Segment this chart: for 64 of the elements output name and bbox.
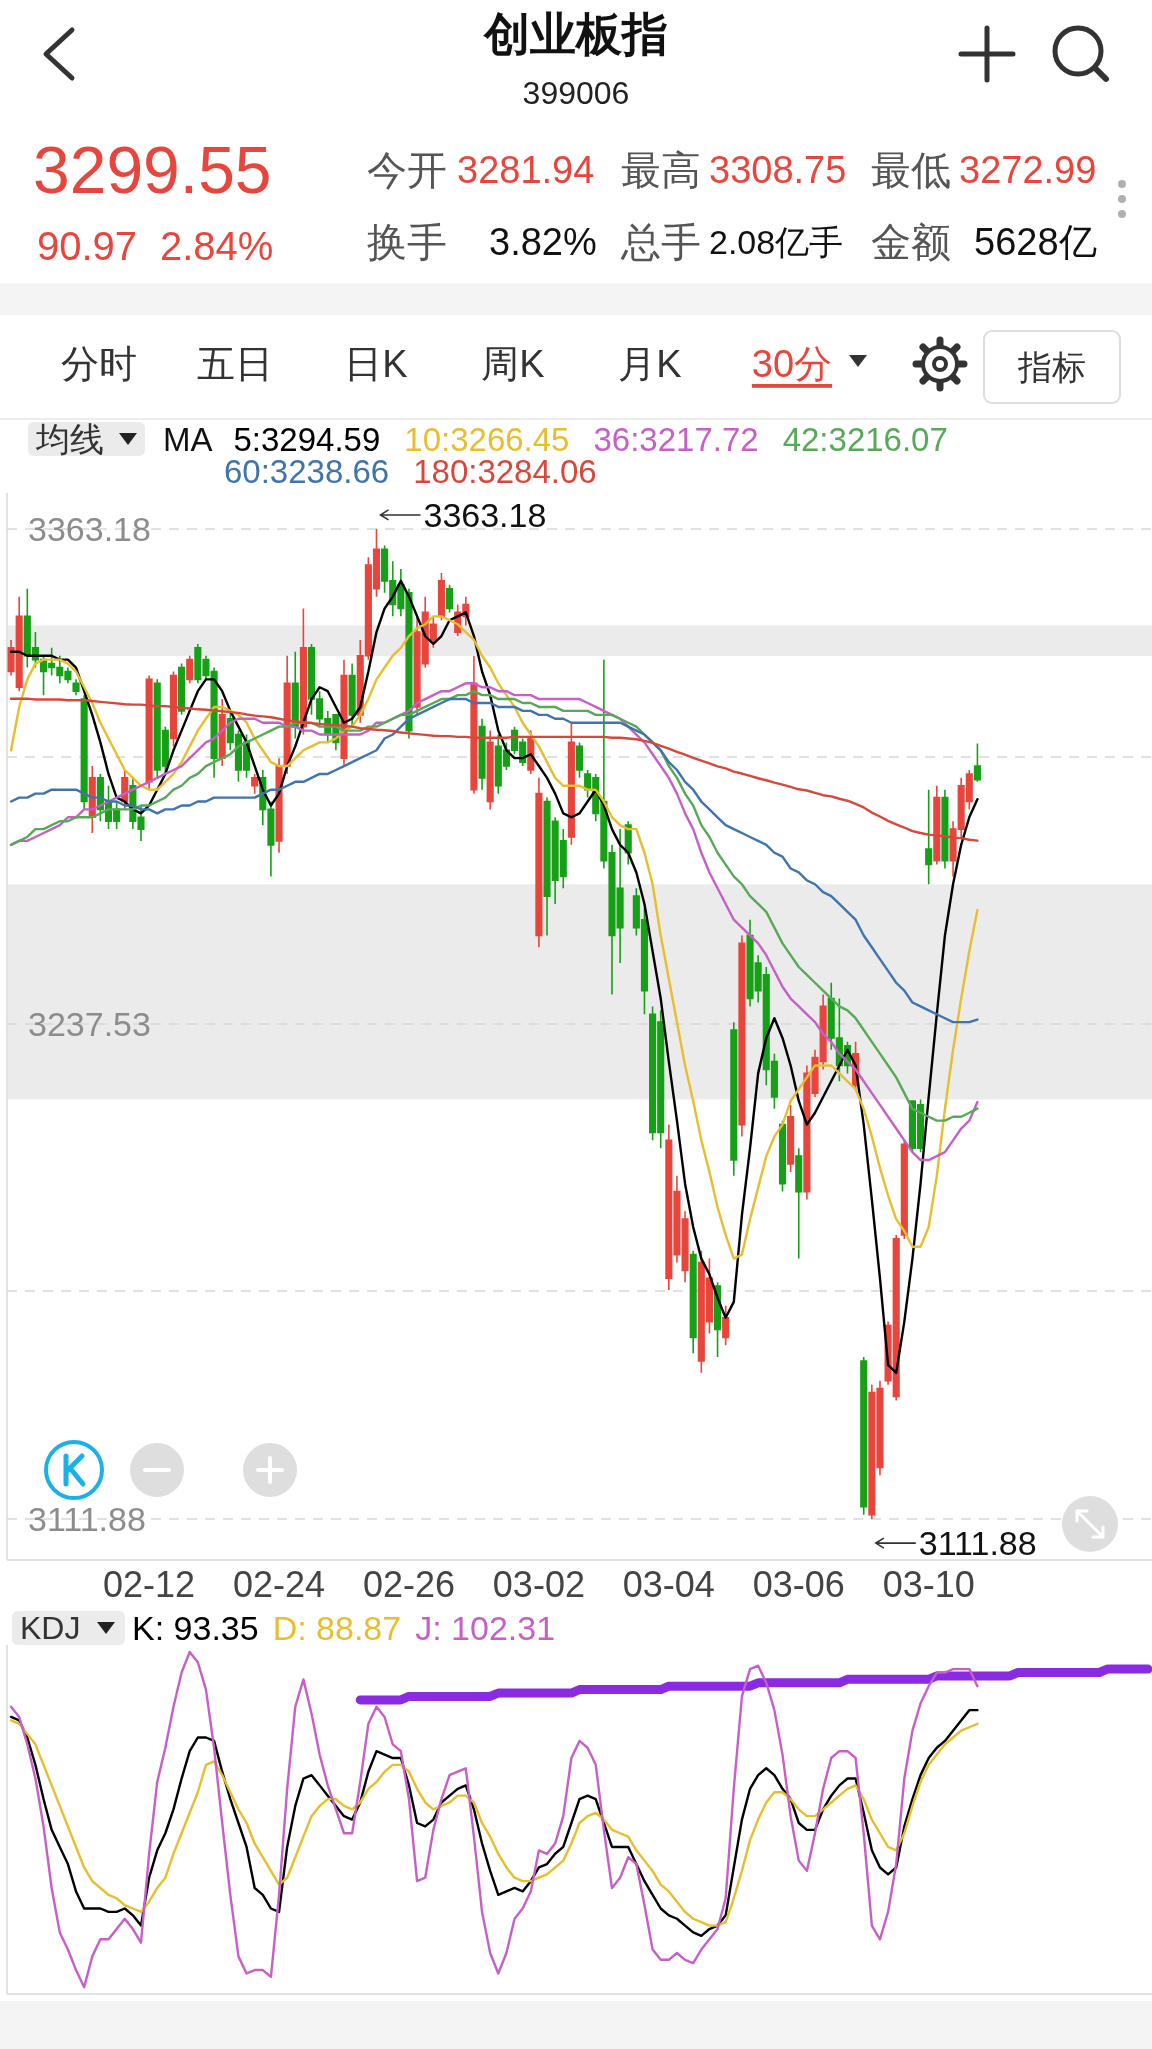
- y-tick-label: 3111.88: [28, 1500, 146, 1539]
- candlestick: [251, 773, 259, 795]
- text: 3.82%: [489, 221, 597, 263]
- annotation: 3363.18: [423, 495, 547, 534]
- x-tick-label: 02-26: [362, 1563, 456, 1605]
- text: 3272.99: [959, 149, 1097, 191]
- chart-subtitle: 399006: [522, 75, 630, 111]
- text: 指标: [1017, 348, 1086, 386]
- text: 分时: [61, 343, 137, 385]
- text: 最高: [621, 148, 701, 192]
- x-tick-label: 03-04: [622, 1563, 715, 1605]
- annotation: 3111.88: [918, 1524, 1037, 1563]
- text: 日K: [344, 343, 408, 385]
- candlestick: [738, 934, 746, 1138]
- candlestick: [730, 1021, 738, 1177]
- text: 五日: [197, 343, 273, 385]
- candlestick: [575, 741, 584, 779]
- line-series: [9, 579, 979, 1375]
- text: 2.84%: [160, 224, 274, 268]
- text: 总手: [620, 220, 701, 264]
- candlestick: [925, 788, 933, 886]
- text: 3299.55: [33, 133, 272, 207]
- candlestick: [291, 650, 299, 740]
- candlestick: [795, 1147, 803, 1260]
- candlestick: [486, 729, 494, 811]
- candlestick: [535, 777, 543, 949]
- candlestick: [275, 757, 283, 854]
- text: D: 88.87: [272, 1609, 402, 1647]
- text: 2.08亿手: [709, 223, 844, 261]
- text: 90.97: [37, 224, 138, 268]
- legend-title: MA: [163, 420, 213, 458]
- line-series: [9, 697, 979, 842]
- text: 30分: [751, 343, 833, 385]
- y-tick-label: 3363.18: [28, 509, 151, 548]
- text: 换手: [367, 220, 447, 264]
- chart-title: 创业板指: [482, 8, 668, 60]
- text: 5628亿: [974, 221, 1097, 263]
- x-tick-label: 03-10: [882, 1563, 975, 1605]
- candlestick: [348, 662, 356, 728]
- candlestick: [186, 654, 194, 685]
- x-tick-label: 02-12: [103, 1563, 196, 1605]
- text: K: 93.35: [132, 1609, 259, 1647]
- text: 周K: [481, 343, 545, 385]
- text: 均线: [35, 420, 104, 458]
- line-series: [9, 615, 979, 1260]
- x-tick-label: 03-06: [752, 1563, 845, 1605]
- text: 月K: [618, 343, 682, 385]
- candlestick: [72, 678, 80, 696]
- x-tick-label: 03-02: [492, 1563, 585, 1605]
- text: 3308.75: [709, 149, 847, 191]
- candlestick: [787, 1104, 795, 1173]
- text: J: 102.31: [415, 1609, 556, 1647]
- candlestick: [973, 742, 981, 783]
- candlestick: [478, 717, 486, 791]
- text: 42:3216.07: [782, 420, 948, 458]
- candlestick: [689, 1249, 697, 1354]
- x-tick-label: 02-24: [233, 1563, 326, 1605]
- text: 金额: [871, 220, 951, 264]
- text: 最低: [871, 148, 951, 192]
- chart-title: KDJ: [20, 1610, 81, 1646]
- candlestick: [860, 1356, 868, 1516]
- y-tick-label: 3237.53: [28, 1005, 151, 1044]
- text: 今开: [367, 148, 447, 192]
- text: 3281.94: [457, 149, 595, 191]
